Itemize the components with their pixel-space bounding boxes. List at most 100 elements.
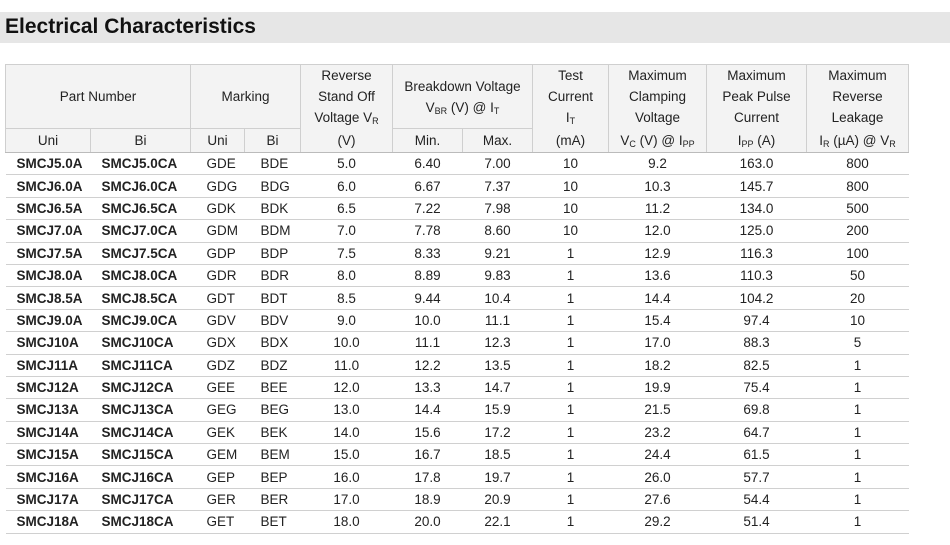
- value-cell: 6.0: [300, 174, 393, 198]
- value-cell: 145.7: [706, 174, 807, 198]
- marking: GEE: [190, 376, 245, 400]
- subheader-cell: Bi: [90, 128, 191, 153]
- header-cell: Reverse Stand Off Voltage VR: [300, 64, 394, 129]
- marking: BDR: [244, 264, 301, 288]
- value-cell: 14.7: [462, 376, 533, 400]
- value-cell: 7.22: [392, 197, 463, 221]
- value-cell: 7.37: [462, 174, 533, 198]
- value-cell: 9.0: [300, 309, 393, 333]
- value-cell: 16.0: [300, 465, 393, 489]
- part-number: SMCJ16A: [5, 465, 91, 489]
- data-row: SMCJ11A SMCJ11CA GDZ BDZ 11.0 12.2 13.5 1 18.2 82…: [5, 354, 909, 377]
- value-cell: 500: [806, 197, 909, 221]
- part-number: SMCJ15A: [5, 443, 91, 467]
- marking: BER: [244, 488, 301, 512]
- header-text: Part Number: [59, 89, 137, 104]
- value-cell: 8.5: [300, 286, 393, 310]
- header-line: Part Number: [6, 86, 190, 107]
- value-cell: 1: [532, 264, 609, 288]
- header-line: Marking: [191, 86, 300, 107]
- value-cell: 1: [532, 242, 609, 265]
- value-cell: 11.0: [300, 354, 393, 377]
- value-cell: 1: [532, 443, 609, 467]
- header-line: Breakdown Voltage: [393, 76, 532, 97]
- header-text: V: [425, 99, 435, 115]
- value-cell: 5: [806, 331, 909, 355]
- value-cell: 12.9: [608, 242, 707, 265]
- subscript: PP: [682, 138, 695, 149]
- value-cell: 14.4: [392, 398, 463, 422]
- part-number: SMCJ6.0CA: [90, 174, 191, 198]
- data-row: SMCJ7.0A SMCJ7.0CA GDM BDM 7.0 7.78 8.60 10 12.0…: [5, 219, 909, 243]
- value-cell: 1: [806, 465, 909, 489]
- data-row: SMCJ10A SMCJ10CA GDX BDX 10.0 11.1 12.3 1 17.0 88…: [5, 331, 909, 355]
- header-text: Max.: [482, 133, 513, 148]
- data-row: SMCJ6.0A SMCJ6.0CA GDG BDG 6.0 6.67 7.37 10 10.3…: [5, 174, 909, 198]
- part-number: SMCJ17CA: [90, 488, 191, 512]
- value-cell: 1: [532, 421, 609, 445]
- header-line: Maximum: [807, 65, 908, 86]
- value-cell: 15.4: [608, 309, 707, 333]
- value-cell: 88.3: [706, 331, 807, 355]
- subscript: T: [569, 116, 576, 127]
- value-cell: 51.4: [706, 510, 807, 534]
- characteristics-table: Part Number Marking Reverse Stand Off Voltag…: [5, 64, 910, 534]
- value-cell: 1: [806, 488, 909, 512]
- data-row: SMCJ15A SMCJ15CA GEM BEM 15.0 16.7 18.5 1 24.4 61…: [5, 443, 909, 467]
- value-cell: 16.7: [392, 443, 463, 467]
- subscript: T: [493, 105, 500, 116]
- part-number: SMCJ10A: [5, 331, 91, 355]
- header-cell: Maximum Reverse Leakage: [806, 64, 910, 129]
- subscript: BR: [434, 105, 448, 116]
- marking: BDP: [244, 242, 301, 265]
- value-cell: 10.0: [300, 331, 393, 355]
- value-cell: 75.4: [706, 376, 807, 400]
- header-text: Bi: [266, 133, 279, 148]
- header-cell: Test Current IT: [532, 64, 610, 129]
- value-cell: 15.9: [462, 398, 533, 422]
- marking: GDR: [190, 264, 245, 288]
- marking: BDZ: [244, 354, 301, 377]
- value-cell: 7.78: [392, 219, 463, 243]
- value-cell: 13.6: [608, 264, 707, 288]
- header-text: Uni: [207, 133, 228, 148]
- value-cell: 12.2: [392, 354, 463, 377]
- value-cell: 27.6: [608, 488, 707, 512]
- marking: BET: [244, 510, 301, 534]
- value-cell: 14.4: [608, 286, 707, 310]
- value-cell: 82.5: [706, 354, 807, 377]
- part-number: SMCJ9.0A: [5, 309, 91, 333]
- value-cell: 1: [806, 354, 909, 377]
- title-bar: Electrical Characteristics: [0, 12, 950, 43]
- header-text: Uni: [37, 133, 59, 148]
- header-text: Voltage V: [314, 110, 373, 126]
- part-number: SMCJ11CA: [90, 354, 191, 377]
- header-text: Clamping: [629, 89, 687, 105]
- value-cell: 1: [806, 398, 909, 422]
- value-cell: 18.5: [462, 443, 533, 467]
- value-cell: 11.2: [608, 197, 707, 221]
- marking: BDT: [244, 286, 301, 310]
- value-cell: 1: [532, 465, 609, 489]
- value-cell: 8.33: [392, 242, 463, 265]
- header-text: (mA): [555, 132, 586, 148]
- value-cell: 6.40: [392, 152, 463, 176]
- header-line: Stand Off: [301, 86, 392, 107]
- header-cell: Maximum Peak Pulse Current: [706, 64, 808, 129]
- marking: BEM: [244, 443, 301, 467]
- value-cell: 7.5: [300, 242, 393, 265]
- value-cell: 10.3: [608, 174, 707, 198]
- value-cell: 1: [806, 443, 909, 467]
- marking: BEP: [244, 465, 301, 489]
- header-text: Maximum: [628, 68, 687, 84]
- marking: GER: [190, 488, 245, 512]
- data-row: SMCJ8.5A SMCJ8.5CA GDT BDT 8.5 9.44 10.4 1 14.4 1…: [5, 286, 909, 310]
- part-number: SMCJ10CA: [90, 331, 191, 355]
- table-head: Part Number Marking Reverse Stand Off Voltag…: [5, 64, 910, 153]
- header-text: Breakdown Voltage: [404, 78, 521, 94]
- value-cell: 1: [806, 376, 909, 400]
- value-cell: 20.9: [462, 488, 533, 512]
- value-cell: 13.0: [300, 398, 393, 422]
- value-cell: 9.44: [392, 286, 463, 310]
- header-text: Current: [548, 89, 594, 105]
